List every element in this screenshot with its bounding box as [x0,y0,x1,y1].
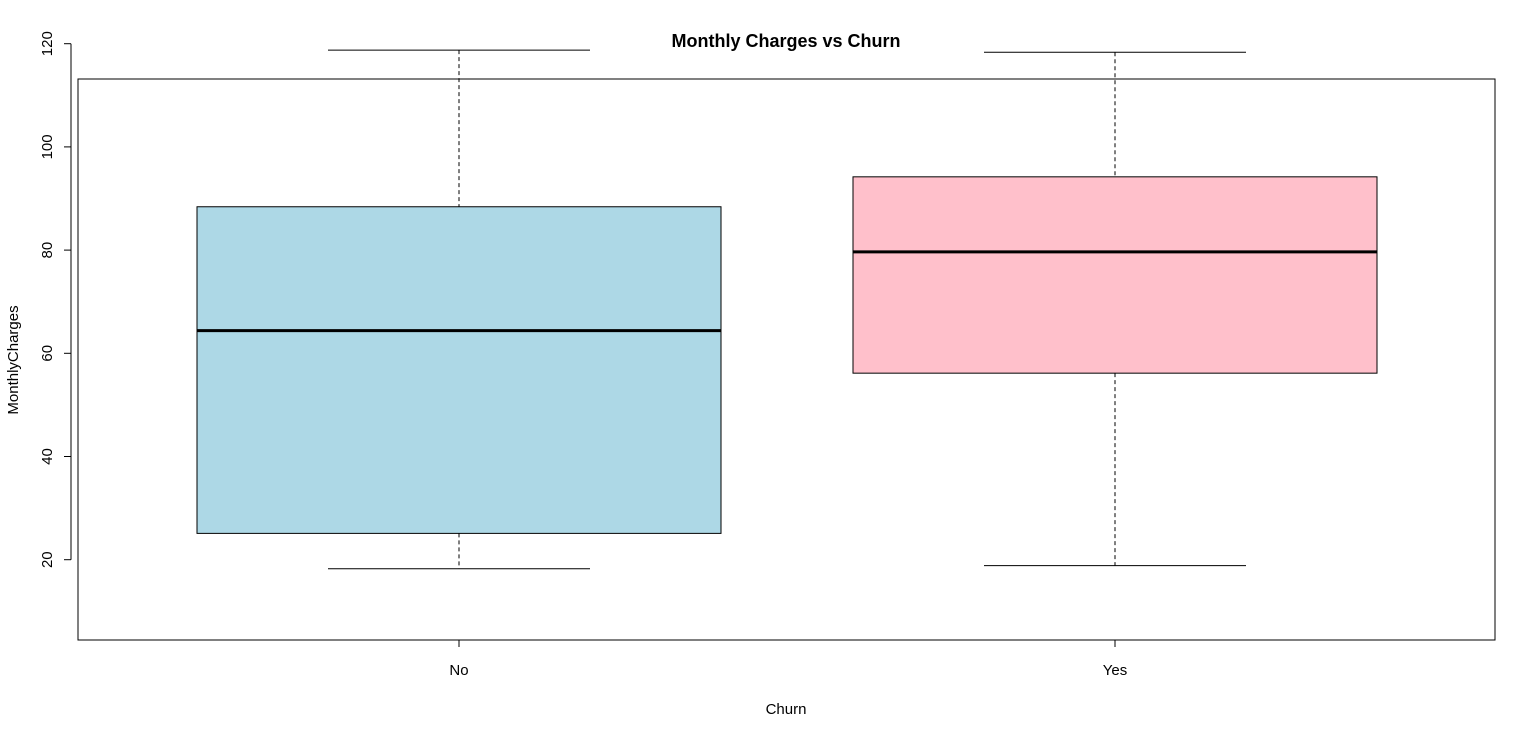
y-tick-label: 100 [39,134,56,159]
iqr-box [196,206,722,534]
x-tick-label: No [449,662,468,679]
y-axis-label: MonthlyCharges [5,305,22,414]
x-axis-label: Churn [766,701,807,718]
y-axis: 20 40 60 80 100 120 [39,31,72,568]
x-tick-label: Yes [1103,662,1127,679]
y-tick-label: 120 [39,31,56,56]
box-no [196,49,722,570]
iqr-box [852,176,1378,374]
chart-title: Monthly Charges vs Churn [671,31,900,51]
box-yes [852,51,1378,567]
plot-area-border [77,78,1496,641]
x-axis: No Yes [449,640,1127,679]
y-tick-label: 80 [39,242,56,259]
boxes-layer [196,49,1378,570]
y-tick-label: 40 [39,448,56,465]
y-tick-label: 20 [39,551,56,568]
y-tick-label: 60 [39,345,56,362]
